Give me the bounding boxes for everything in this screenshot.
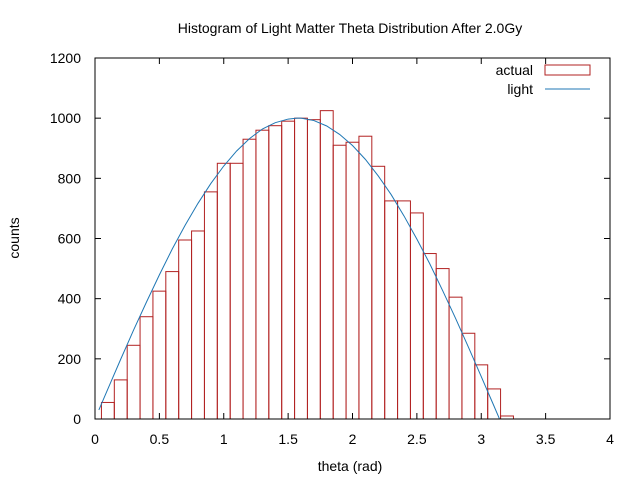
histogram-bar bbox=[216, 162, 231, 420]
histogram-bar bbox=[306, 119, 321, 420]
x-tick-label: 4 bbox=[606, 431, 614, 447]
light-curve-line bbox=[98, 117, 500, 419]
y-tick-label: 1000 bbox=[50, 110, 81, 126]
histogram-bar bbox=[487, 388, 502, 420]
histogram-bar bbox=[139, 316, 154, 420]
histogram-bar bbox=[319, 110, 334, 420]
histogram-bar bbox=[229, 162, 244, 420]
histogram-bar bbox=[409, 212, 424, 420]
histogram-bar bbox=[358, 135, 373, 420]
y-tick-label: 800 bbox=[58, 170, 82, 186]
histogram-bar bbox=[191, 230, 205, 420]
plot-frame bbox=[94, 57, 611, 420]
histogram-bar bbox=[255, 129, 270, 420]
x-axis-title: theta (rad) bbox=[318, 458, 383, 474]
histogram-bar bbox=[397, 200, 411, 420]
curve-group bbox=[98, 117, 500, 419]
histogram-bar bbox=[345, 141, 360, 420]
histogram-bar bbox=[203, 191, 218, 420]
histogram-bar bbox=[474, 364, 489, 420]
histogram-bar bbox=[268, 125, 283, 420]
y-tick-label: 600 bbox=[58, 231, 82, 247]
histogram-bar bbox=[332, 144, 347, 420]
histogram-bar bbox=[281, 120, 296, 420]
histogram-bar bbox=[178, 239, 193, 420]
histogram-bar bbox=[448, 296, 463, 420]
x-tick-label: 2 bbox=[349, 431, 357, 447]
legend-swatch-actual bbox=[544, 64, 591, 76]
histogram-bar bbox=[113, 379, 128, 420]
x-tick-label: 2.5 bbox=[407, 431, 427, 447]
x-tick-label: 3 bbox=[477, 431, 485, 447]
legend: actual light bbox=[496, 62, 591, 97]
y-tick-label: 200 bbox=[58, 351, 82, 367]
histogram-bar bbox=[100, 401, 115, 420]
y-tick-label: 0 bbox=[73, 411, 81, 427]
histogram-bar bbox=[422, 253, 437, 420]
histogram-bar bbox=[371, 165, 386, 420]
x-tick-label: 0.5 bbox=[150, 431, 170, 447]
chart-title: Histogram of Light Matter Theta Distribu… bbox=[178, 20, 522, 36]
histogram-bar bbox=[126, 344, 141, 420]
x-tick-label: 1.5 bbox=[278, 431, 298, 447]
legend-label-light: light bbox=[507, 81, 533, 97]
axis-ticks: 0 0.5 1 1.5 2 2.5 3 3.5 4 0 200 400 600 800 1000 1200 bbox=[50, 50, 614, 447]
histogram-bar bbox=[384, 200, 399, 420]
histogram-bar bbox=[294, 117, 308, 420]
histogram-bar bbox=[152, 290, 167, 420]
y-tick-label: 400 bbox=[58, 291, 82, 307]
y-axis-title: counts bbox=[6, 217, 22, 258]
histogram-bar bbox=[165, 271, 180, 420]
legend-label-actual: actual bbox=[496, 62, 533, 78]
y-tick-label: 1200 bbox=[50, 50, 81, 66]
x-tick-label: 0 bbox=[91, 431, 99, 447]
x-tick-label: 3.5 bbox=[536, 431, 556, 447]
histogram-bar bbox=[242, 138, 257, 420]
bars-group bbox=[100, 110, 514, 420]
x-tick-label: 1 bbox=[220, 431, 228, 447]
